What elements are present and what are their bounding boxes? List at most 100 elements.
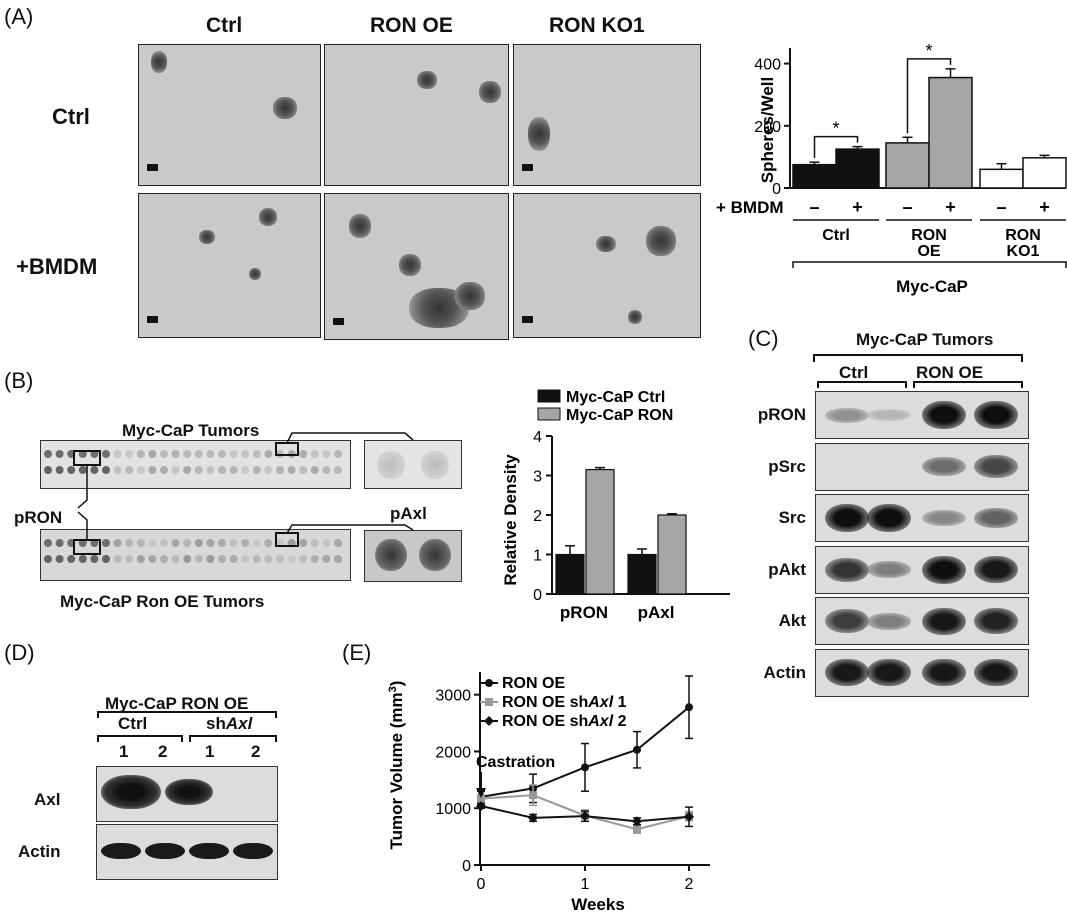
panel-e-ylabel-close: ) [387, 681, 406, 687]
e-point-1 [633, 825, 641, 833]
band [922, 556, 966, 584]
a-bar-4 [980, 169, 1023, 188]
e-xtick-label-0: 0 [477, 876, 486, 893]
panel-d-row-axl: Axl [34, 790, 60, 810]
band [974, 401, 1018, 429]
blot-d-axl [96, 766, 278, 822]
array-right-label: pAxl [390, 504, 427, 524]
band [867, 504, 911, 532]
a-group-label-2-0: RON [1005, 227, 1041, 244]
b-bar-1-1 [658, 515, 686, 594]
b-xcat-1: pAxl [638, 603, 675, 622]
micrograph-ctrl-bmdm [138, 193, 321, 338]
band [825, 408, 869, 423]
array-bottom-label: Myc-CaP Ron OE Tumors [60, 592, 264, 612]
e-ytick-label-0: 0 [462, 858, 471, 875]
a-ytick-label-2: 400 [754, 57, 781, 74]
blot-d-actin [96, 824, 278, 880]
band [922, 401, 966, 429]
band [974, 659, 1018, 686]
e-legend-suffix-1: 1 [613, 694, 626, 711]
e-xtick-label-2: 2 [685, 876, 694, 893]
a-ytick-label-1: 200 [754, 119, 781, 136]
e-legend-marker-0 [485, 679, 493, 687]
e-legend-marker-2 [484, 716, 494, 726]
b-ytick-label-4: 4 [533, 429, 542, 446]
b-legend-swatch-0 [538, 390, 560, 402]
e-ytick-label-1: 1000 [435, 801, 471, 818]
array-zoom-ctrl [364, 440, 462, 489]
array-ron [40, 529, 351, 581]
panel-c-row-src: Src [779, 508, 806, 528]
blot-c-actin [815, 649, 1029, 697]
band [825, 659, 869, 686]
band [922, 608, 966, 635]
band [825, 609, 869, 633]
col-label-ron-oe: RON OE [370, 14, 453, 38]
e-legend-label-1: RON OE shAxl 1 [502, 694, 627, 711]
array-zoom-ron [364, 530, 462, 582]
a-bmdm-mark-3: + [945, 197, 956, 217]
a-bar-1 [836, 149, 879, 188]
b-ytick-label-3: 3 [533, 469, 542, 486]
a-bar-3 [929, 78, 972, 188]
a-bmdm-mark-2: – [902, 197, 912, 217]
b-bar-1-0 [628, 555, 656, 595]
a-group-label-0-0: Ctrl [822, 227, 850, 244]
col-label-ron-ko1: RON KO1 [549, 14, 645, 38]
a-sig-star-1: * [925, 41, 932, 61]
panel-c-label: (C) [748, 326, 779, 352]
supergroup-label: Myc-CaP [896, 277, 968, 296]
panel-d-label: (D) [4, 640, 35, 666]
b-legend-label-1: Myc-CaP RON [566, 407, 673, 424]
blot-c-psrc [815, 443, 1029, 491]
b-bar-0-1 [586, 470, 614, 594]
a-bmdm-mark-1: + [852, 197, 863, 217]
micrograph-ronko1-ctrl [513, 44, 701, 186]
a-bmdm-mark-4: – [996, 197, 1006, 217]
e-legend-label-0: RON OE [502, 675, 565, 692]
row-label-ctrl: Ctrl [52, 104, 90, 130]
b-xcat-0: pRON [560, 603, 608, 622]
e-point-0 [581, 763, 589, 771]
e-ytick-label-2: 2000 [435, 744, 471, 761]
e-point-0 [685, 703, 693, 711]
panel-e-ylabel: Tumor Volume (mm3) [387, 681, 406, 850]
panel-c-brackets [810, 350, 1050, 390]
e-annotation: Castration [476, 754, 555, 771]
panel-c-row-pron: pRON [758, 405, 806, 425]
band [867, 659, 911, 686]
b-bar-0-0 [556, 555, 584, 595]
panel-e-xlabel: Weeks [571, 895, 625, 914]
e-legend-gene-1: Axl [587, 694, 613, 711]
panel-b-ylabel: Relative Density [501, 454, 520, 586]
panel-a-label: (A) [4, 4, 33, 30]
band [867, 613, 911, 630]
a-group-label-1-1: OE [917, 243, 940, 260]
band [922, 659, 966, 686]
a-ytick-label-0: 0 [772, 181, 781, 198]
panel-d-row-actin: Actin [18, 842, 61, 862]
e-ytick-label-3: 3000 [435, 688, 471, 705]
panel-c-header: Myc-CaP Tumors [856, 330, 993, 350]
band [922, 510, 966, 526]
panel-e-ylabel-text: Tumor Volume (mm [387, 692, 406, 849]
band [922, 457, 966, 476]
band [867, 561, 911, 578]
band [867, 409, 911, 421]
row-label-bmdm: +BMDM [16, 254, 97, 280]
e-point-0 [633, 746, 641, 754]
panel-c-row-psrc: pSrc [768, 457, 806, 477]
a-supergroup-bracket [793, 262, 1066, 268]
e-point-1 [529, 791, 537, 799]
col-label-ctrl: Ctrl [206, 14, 242, 38]
e-xtick-label-1: 1 [581, 876, 590, 893]
band [974, 455, 1018, 478]
panel-d-brackets [96, 706, 286, 766]
e-legend-prefix-1: RON OE sh [502, 694, 588, 711]
e-legend-suffix-2: 2 [613, 713, 626, 730]
a-bar-2 [886, 143, 929, 188]
b-ytick-label-0: 0 [533, 587, 542, 604]
a-sig-star-0: * [832, 119, 839, 139]
a-bar-5 [1023, 158, 1066, 188]
